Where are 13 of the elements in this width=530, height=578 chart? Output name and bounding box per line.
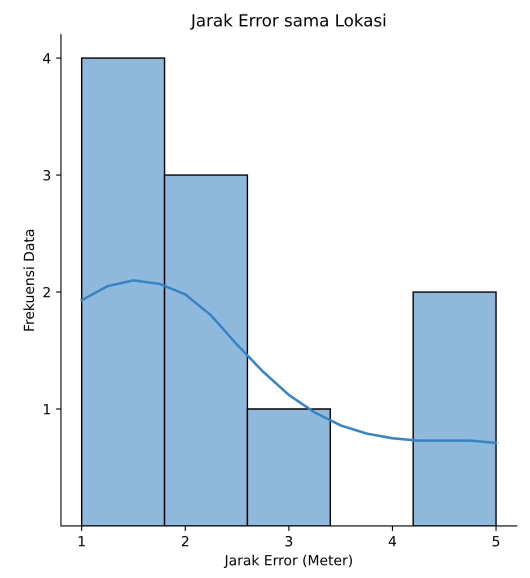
x-tick-label: 5 xyxy=(492,536,500,546)
y-axis-title: Frekuensi Data xyxy=(23,230,34,331)
y-tick-label: 3 xyxy=(43,170,50,181)
y-tick-label: 4 xyxy=(43,53,50,64)
x-tick-label: 3 xyxy=(285,536,292,546)
y-tick-label: 2 xyxy=(43,286,50,298)
x-tick-label: 2 xyxy=(182,536,188,546)
line-series xyxy=(80,279,498,444)
x-axis-title: Jarak Error (Meter) xyxy=(224,554,352,568)
x-tick-label: 1 xyxy=(78,536,85,546)
chart-title: Jarak Error sama Lokasi xyxy=(190,14,386,30)
x-tick-label: 4 xyxy=(388,536,396,546)
y-tick-label: 1 xyxy=(44,404,50,414)
